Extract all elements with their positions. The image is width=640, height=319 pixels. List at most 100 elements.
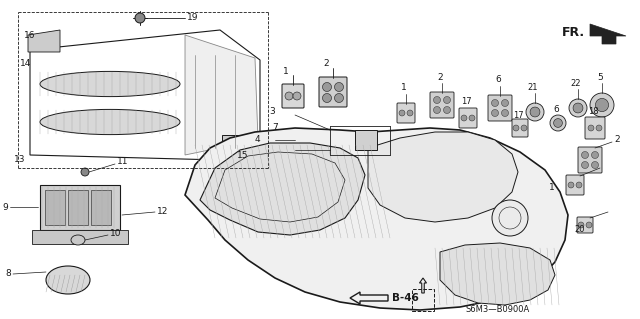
Circle shape <box>444 97 451 103</box>
Text: 5: 5 <box>597 72 603 81</box>
FancyBboxPatch shape <box>32 230 128 244</box>
FancyBboxPatch shape <box>578 147 602 173</box>
Circle shape <box>433 107 440 114</box>
Text: 19: 19 <box>187 13 198 23</box>
Text: 15: 15 <box>237 152 248 160</box>
Text: 6: 6 <box>553 105 559 114</box>
Text: 20: 20 <box>575 226 585 234</box>
Circle shape <box>444 107 451 114</box>
Circle shape <box>513 125 519 131</box>
Polygon shape <box>185 128 568 310</box>
Circle shape <box>335 93 344 102</box>
Text: 17: 17 <box>513 110 524 120</box>
Circle shape <box>293 92 301 100</box>
FancyBboxPatch shape <box>566 175 584 195</box>
Circle shape <box>323 83 332 92</box>
Ellipse shape <box>40 71 180 97</box>
Circle shape <box>588 125 594 131</box>
Circle shape <box>135 13 145 23</box>
Text: 8: 8 <box>5 270 11 278</box>
Text: 3: 3 <box>269 108 275 116</box>
Circle shape <box>586 222 592 228</box>
Text: 7: 7 <box>272 123 278 132</box>
Circle shape <box>335 83 344 92</box>
FancyBboxPatch shape <box>222 135 250 153</box>
Circle shape <box>550 115 566 131</box>
Circle shape <box>461 115 467 121</box>
Circle shape <box>323 93 332 102</box>
Polygon shape <box>28 30 60 52</box>
Circle shape <box>576 182 582 188</box>
Circle shape <box>81 168 89 176</box>
Text: 1: 1 <box>549 183 555 192</box>
FancyBboxPatch shape <box>319 77 347 107</box>
Circle shape <box>578 222 584 228</box>
Circle shape <box>568 182 574 188</box>
Text: 10: 10 <box>110 228 122 238</box>
Circle shape <box>596 125 602 131</box>
Ellipse shape <box>40 109 180 135</box>
FancyBboxPatch shape <box>512 119 528 137</box>
Circle shape <box>569 99 587 117</box>
Polygon shape <box>590 24 626 44</box>
Circle shape <box>582 152 589 159</box>
Circle shape <box>590 93 614 117</box>
Text: 16: 16 <box>24 32 35 41</box>
Circle shape <box>502 100 509 107</box>
Circle shape <box>226 140 234 148</box>
Text: B-46: B-46 <box>392 293 419 303</box>
FancyBboxPatch shape <box>40 185 120 230</box>
Circle shape <box>526 103 544 121</box>
Circle shape <box>521 125 527 131</box>
Circle shape <box>433 97 440 103</box>
Circle shape <box>530 107 540 117</box>
Polygon shape <box>440 243 555 305</box>
FancyBboxPatch shape <box>585 117 605 139</box>
FancyBboxPatch shape <box>355 130 377 150</box>
Circle shape <box>285 92 293 100</box>
Text: 1: 1 <box>283 66 289 76</box>
Circle shape <box>242 140 250 148</box>
Circle shape <box>554 119 563 127</box>
Text: S6M3—B0900A: S6M3—B0900A <box>465 306 529 315</box>
Text: 13: 13 <box>14 155 26 165</box>
FancyBboxPatch shape <box>91 190 111 225</box>
Circle shape <box>591 161 598 168</box>
Text: 4: 4 <box>254 136 260 145</box>
Text: 2: 2 <box>614 136 620 145</box>
Circle shape <box>595 98 609 112</box>
Text: FR.: FR. <box>562 26 585 39</box>
Text: 1: 1 <box>401 84 407 93</box>
FancyBboxPatch shape <box>488 95 512 121</box>
Ellipse shape <box>46 266 90 294</box>
Text: 21: 21 <box>528 83 538 92</box>
Circle shape <box>492 100 499 107</box>
Circle shape <box>492 200 528 236</box>
FancyBboxPatch shape <box>45 190 65 225</box>
Text: 9: 9 <box>3 203 8 211</box>
Text: 14: 14 <box>20 58 31 68</box>
FancyBboxPatch shape <box>68 190 88 225</box>
Circle shape <box>591 152 598 159</box>
Circle shape <box>469 115 475 121</box>
Polygon shape <box>200 143 365 235</box>
Text: 2: 2 <box>323 60 329 69</box>
Ellipse shape <box>71 235 85 245</box>
Circle shape <box>407 110 413 116</box>
Polygon shape <box>185 35 258 155</box>
Text: 18: 18 <box>588 108 598 116</box>
Circle shape <box>234 140 242 148</box>
Circle shape <box>582 161 589 168</box>
Text: 2: 2 <box>437 72 443 81</box>
Text: 11: 11 <box>117 158 129 167</box>
Circle shape <box>399 110 405 116</box>
FancyBboxPatch shape <box>577 217 593 233</box>
Circle shape <box>502 109 509 116</box>
Text: 6: 6 <box>495 76 501 85</box>
FancyBboxPatch shape <box>430 92 454 118</box>
Circle shape <box>573 103 583 113</box>
FancyBboxPatch shape <box>397 103 415 123</box>
Polygon shape <box>368 132 518 222</box>
Circle shape <box>492 109 499 116</box>
FancyBboxPatch shape <box>459 108 477 128</box>
